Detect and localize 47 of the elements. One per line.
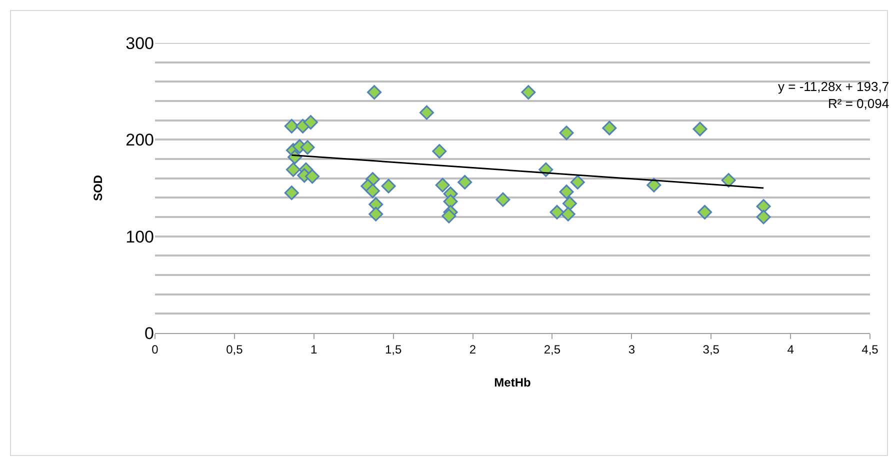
point <box>562 196 577 211</box>
point <box>432 144 447 159</box>
point <box>756 210 771 224</box>
x-tick-label: 2 <box>469 342 476 356</box>
point <box>559 126 574 140</box>
point <box>419 105 434 120</box>
point <box>692 122 708 136</box>
y-tick-label: 0 <box>144 324 154 343</box>
y-axis-title: SOD <box>90 174 105 202</box>
point <box>368 206 384 222</box>
point <box>458 174 472 190</box>
point <box>698 204 712 220</box>
point <box>284 186 299 200</box>
point <box>442 208 456 224</box>
x-axis-title: MetHb <box>494 375 531 390</box>
annotation: y = -11,28x + 193,7 R² = 0,094 <box>778 79 890 111</box>
point <box>367 85 382 100</box>
x-tick-label: 4,5 <box>862 342 879 356</box>
point <box>550 204 564 220</box>
point <box>646 178 662 192</box>
x-tick-label: 4 <box>787 342 794 356</box>
point <box>521 85 536 100</box>
point <box>721 173 736 188</box>
point <box>443 194 458 209</box>
point <box>365 184 380 198</box>
point <box>560 206 576 222</box>
x-tick-label: 3 <box>628 342 636 356</box>
x-tick-label: 2,5 <box>544 342 561 356</box>
point <box>496 192 510 207</box>
point <box>300 140 315 155</box>
point <box>602 120 617 136</box>
x-tick-label: 1 <box>310 342 318 356</box>
point <box>286 162 300 177</box>
x-tick-label: 1,5 <box>384 342 402 356</box>
point <box>435 178 450 192</box>
point <box>570 174 585 190</box>
y-tick-label: 300 <box>126 34 154 53</box>
x-tick-label: 3,5 <box>702 342 720 356</box>
y-tick-label: 200 <box>126 130 154 150</box>
point <box>303 115 318 130</box>
point <box>284 118 299 134</box>
y-tick-label: 100 <box>126 227 154 246</box>
point <box>305 169 320 184</box>
point <box>559 184 574 200</box>
point <box>381 178 396 194</box>
x-tick-label: 0,5 <box>226 342 244 356</box>
point <box>756 199 771 214</box>
